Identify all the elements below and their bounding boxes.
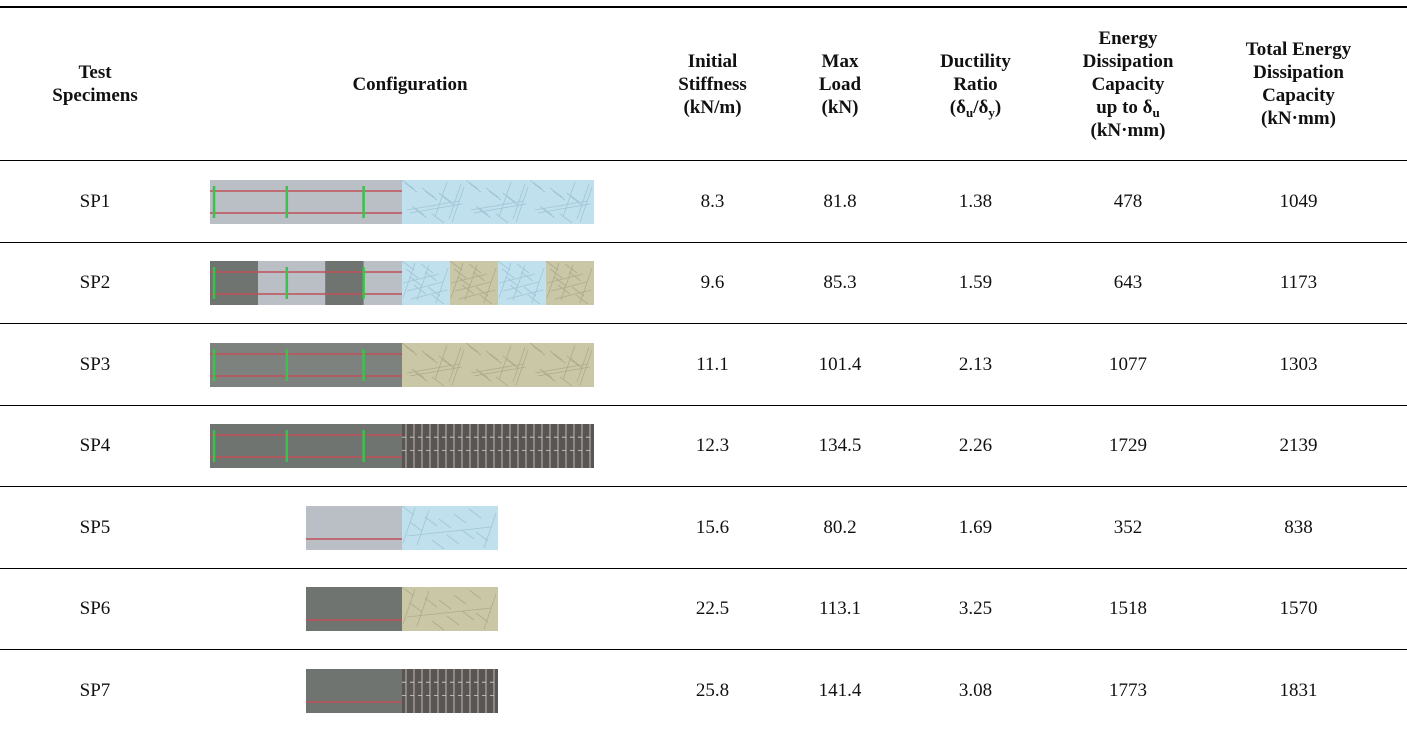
- specimen-label: SP4: [0, 406, 190, 488]
- specimen-label: SP1: [0, 161, 190, 243]
- configuration-image: [210, 424, 594, 468]
- header-cell: Configuration: [190, 8, 630, 160]
- value-cell: 1570: [1190, 569, 1407, 651]
- subscript: u: [1153, 105, 1160, 120]
- value-cell: 1729: [1066, 406, 1190, 488]
- value-cell: 81.8: [795, 161, 885, 243]
- header-line: Ductility: [940, 50, 1011, 73]
- value-cell: 113.1: [795, 569, 885, 651]
- header-text: (δ: [950, 97, 966, 118]
- value-cell: 15.6: [630, 487, 795, 569]
- value-cell: 1077: [1066, 324, 1190, 406]
- header-line: Test: [78, 61, 111, 84]
- value-cell: 1773: [1066, 650, 1190, 732]
- header-line: up to δu: [1096, 96, 1160, 119]
- value-cell: 1.38: [885, 161, 1066, 243]
- configuration-image: [306, 669, 498, 713]
- value-cell: 80.2: [795, 487, 885, 569]
- value-cell: 85.3: [795, 243, 885, 325]
- configuration-image: [306, 587, 498, 631]
- header-line: Max: [822, 50, 859, 73]
- configuration-image: [210, 261, 594, 305]
- configuration-image: [210, 180, 594, 224]
- header-line: (kN·mm): [1091, 119, 1166, 142]
- value-cell: 3.08: [885, 650, 1066, 732]
- header-line: Total Energy: [1246, 38, 1351, 61]
- header-line: (kN/m): [683, 96, 741, 119]
- configuration-image: [210, 343, 594, 387]
- value-cell: 134.5: [795, 406, 885, 488]
- header-text: ): [995, 97, 1001, 118]
- header-line: Specimens: [52, 84, 138, 107]
- value-cell: 478: [1066, 161, 1190, 243]
- value-cell: 22.5: [630, 569, 795, 651]
- value-cell: 25.8: [630, 650, 795, 732]
- value-cell: 12.3: [630, 406, 795, 488]
- value-cell: 2139: [1190, 406, 1407, 488]
- value-cell: 838: [1190, 487, 1407, 569]
- header-line: Load: [819, 73, 861, 96]
- page: TestSpecimens Configuration InitialStiffne…: [0, 0, 1407, 725]
- header-text: up to δ: [1096, 97, 1152, 118]
- header-line: (δu/δy): [950, 96, 1001, 119]
- header-line: (kN·mm): [1261, 107, 1336, 130]
- value-cell: 3.25: [885, 569, 1066, 651]
- value-cell: 2.26: [885, 406, 1066, 488]
- value-cell: 101.4: [795, 324, 885, 406]
- specimen-label: SP2: [0, 243, 190, 325]
- value-cell: 1.59: [885, 243, 1066, 325]
- header-line: Capacity: [1262, 84, 1335, 107]
- value-cell: 1049: [1190, 161, 1407, 243]
- header-line: Capacity: [1092, 73, 1165, 96]
- value-cell: 1.69: [885, 487, 1066, 569]
- specimen-label: SP5: [0, 487, 190, 569]
- header-line: Ratio: [953, 73, 997, 96]
- value-cell: 9.6: [630, 243, 795, 325]
- value-cell: 8.3: [630, 161, 795, 243]
- value-cell: 1518: [1066, 569, 1190, 651]
- value-cell: 11.1: [630, 324, 795, 406]
- header-line: (kN): [822, 96, 859, 119]
- header-line: Dissipation: [1083, 50, 1174, 73]
- header-line: Energy: [1098, 27, 1157, 50]
- value-cell: 1173: [1190, 243, 1407, 325]
- value-cell: 643: [1066, 243, 1190, 325]
- header-line: Dissipation: [1253, 61, 1344, 84]
- header-text: /δ: [973, 97, 988, 118]
- header-line: Initial: [688, 50, 738, 73]
- value-cell: 2.13: [885, 324, 1066, 406]
- header-line: Configuration: [352, 73, 467, 96]
- specimen-label: SP3: [0, 324, 190, 406]
- specimen-label: SP7: [0, 650, 190, 732]
- header-line: Stiffness: [678, 73, 747, 96]
- value-cell: 352: [1066, 487, 1190, 569]
- value-cell: 1303: [1190, 324, 1407, 406]
- specimen-label: SP6: [0, 569, 190, 651]
- value-cell: 141.4: [795, 650, 885, 732]
- configuration-image: [306, 506, 498, 550]
- value-cell: 1831: [1190, 650, 1407, 732]
